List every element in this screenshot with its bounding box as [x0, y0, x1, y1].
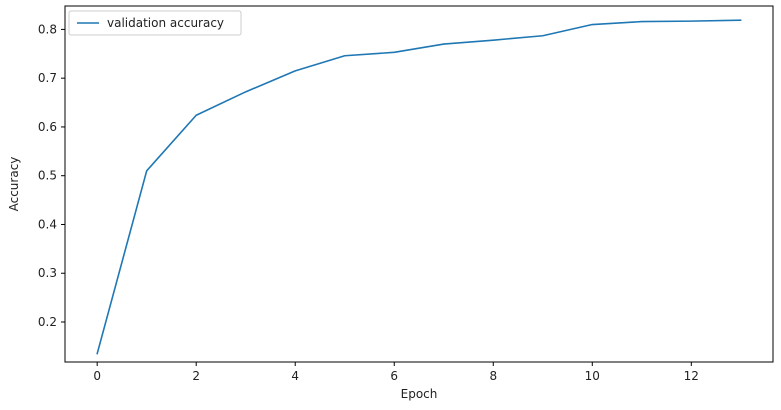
y-tick-label: 0.6	[38, 120, 57, 134]
x-tick-label: 6	[390, 369, 398, 383]
y-tick-label: 0.4	[38, 217, 57, 231]
series-lines	[96, 19, 742, 355]
y-axis: 0.2 0.3 0.4 0.5 0.6 0.7 0.8	[38, 22, 65, 329]
legend: validation accuracy	[68, 10, 242, 36]
series-line-validation-accuracy	[96, 19, 742, 355]
x-tick-label: 2	[192, 369, 200, 383]
x-tick-label: 10	[585, 369, 600, 383]
legend-box	[68, 10, 242, 36]
x-tick-label: 4	[291, 369, 299, 383]
x-axis: 0 2 4 6 8 10 12	[93, 362, 699, 383]
legend-label: validation accuracy	[107, 16, 224, 30]
x-axis-label: Epoch	[401, 387, 438, 401]
y-tick-label: 0.8	[38, 22, 57, 36]
y-tick-label: 0.3	[38, 266, 57, 280]
y-axis-label: Accuracy	[7, 157, 21, 212]
x-tick-label: 0	[93, 369, 101, 383]
y-tick-label: 0.7	[38, 71, 57, 85]
y-tick-label: 0.2	[38, 315, 57, 329]
y-tick-label: 0.5	[38, 169, 57, 183]
axes-frame	[64, 5, 774, 363]
plot-area: 0 2 4 6 8 10 12 0.2 0.3 0.4 0.5 0.6 0.7 0.8 validati…	[38, 5, 774, 383]
x-tick-label: 12	[684, 369, 699, 383]
x-tick-label: 8	[489, 369, 497, 383]
